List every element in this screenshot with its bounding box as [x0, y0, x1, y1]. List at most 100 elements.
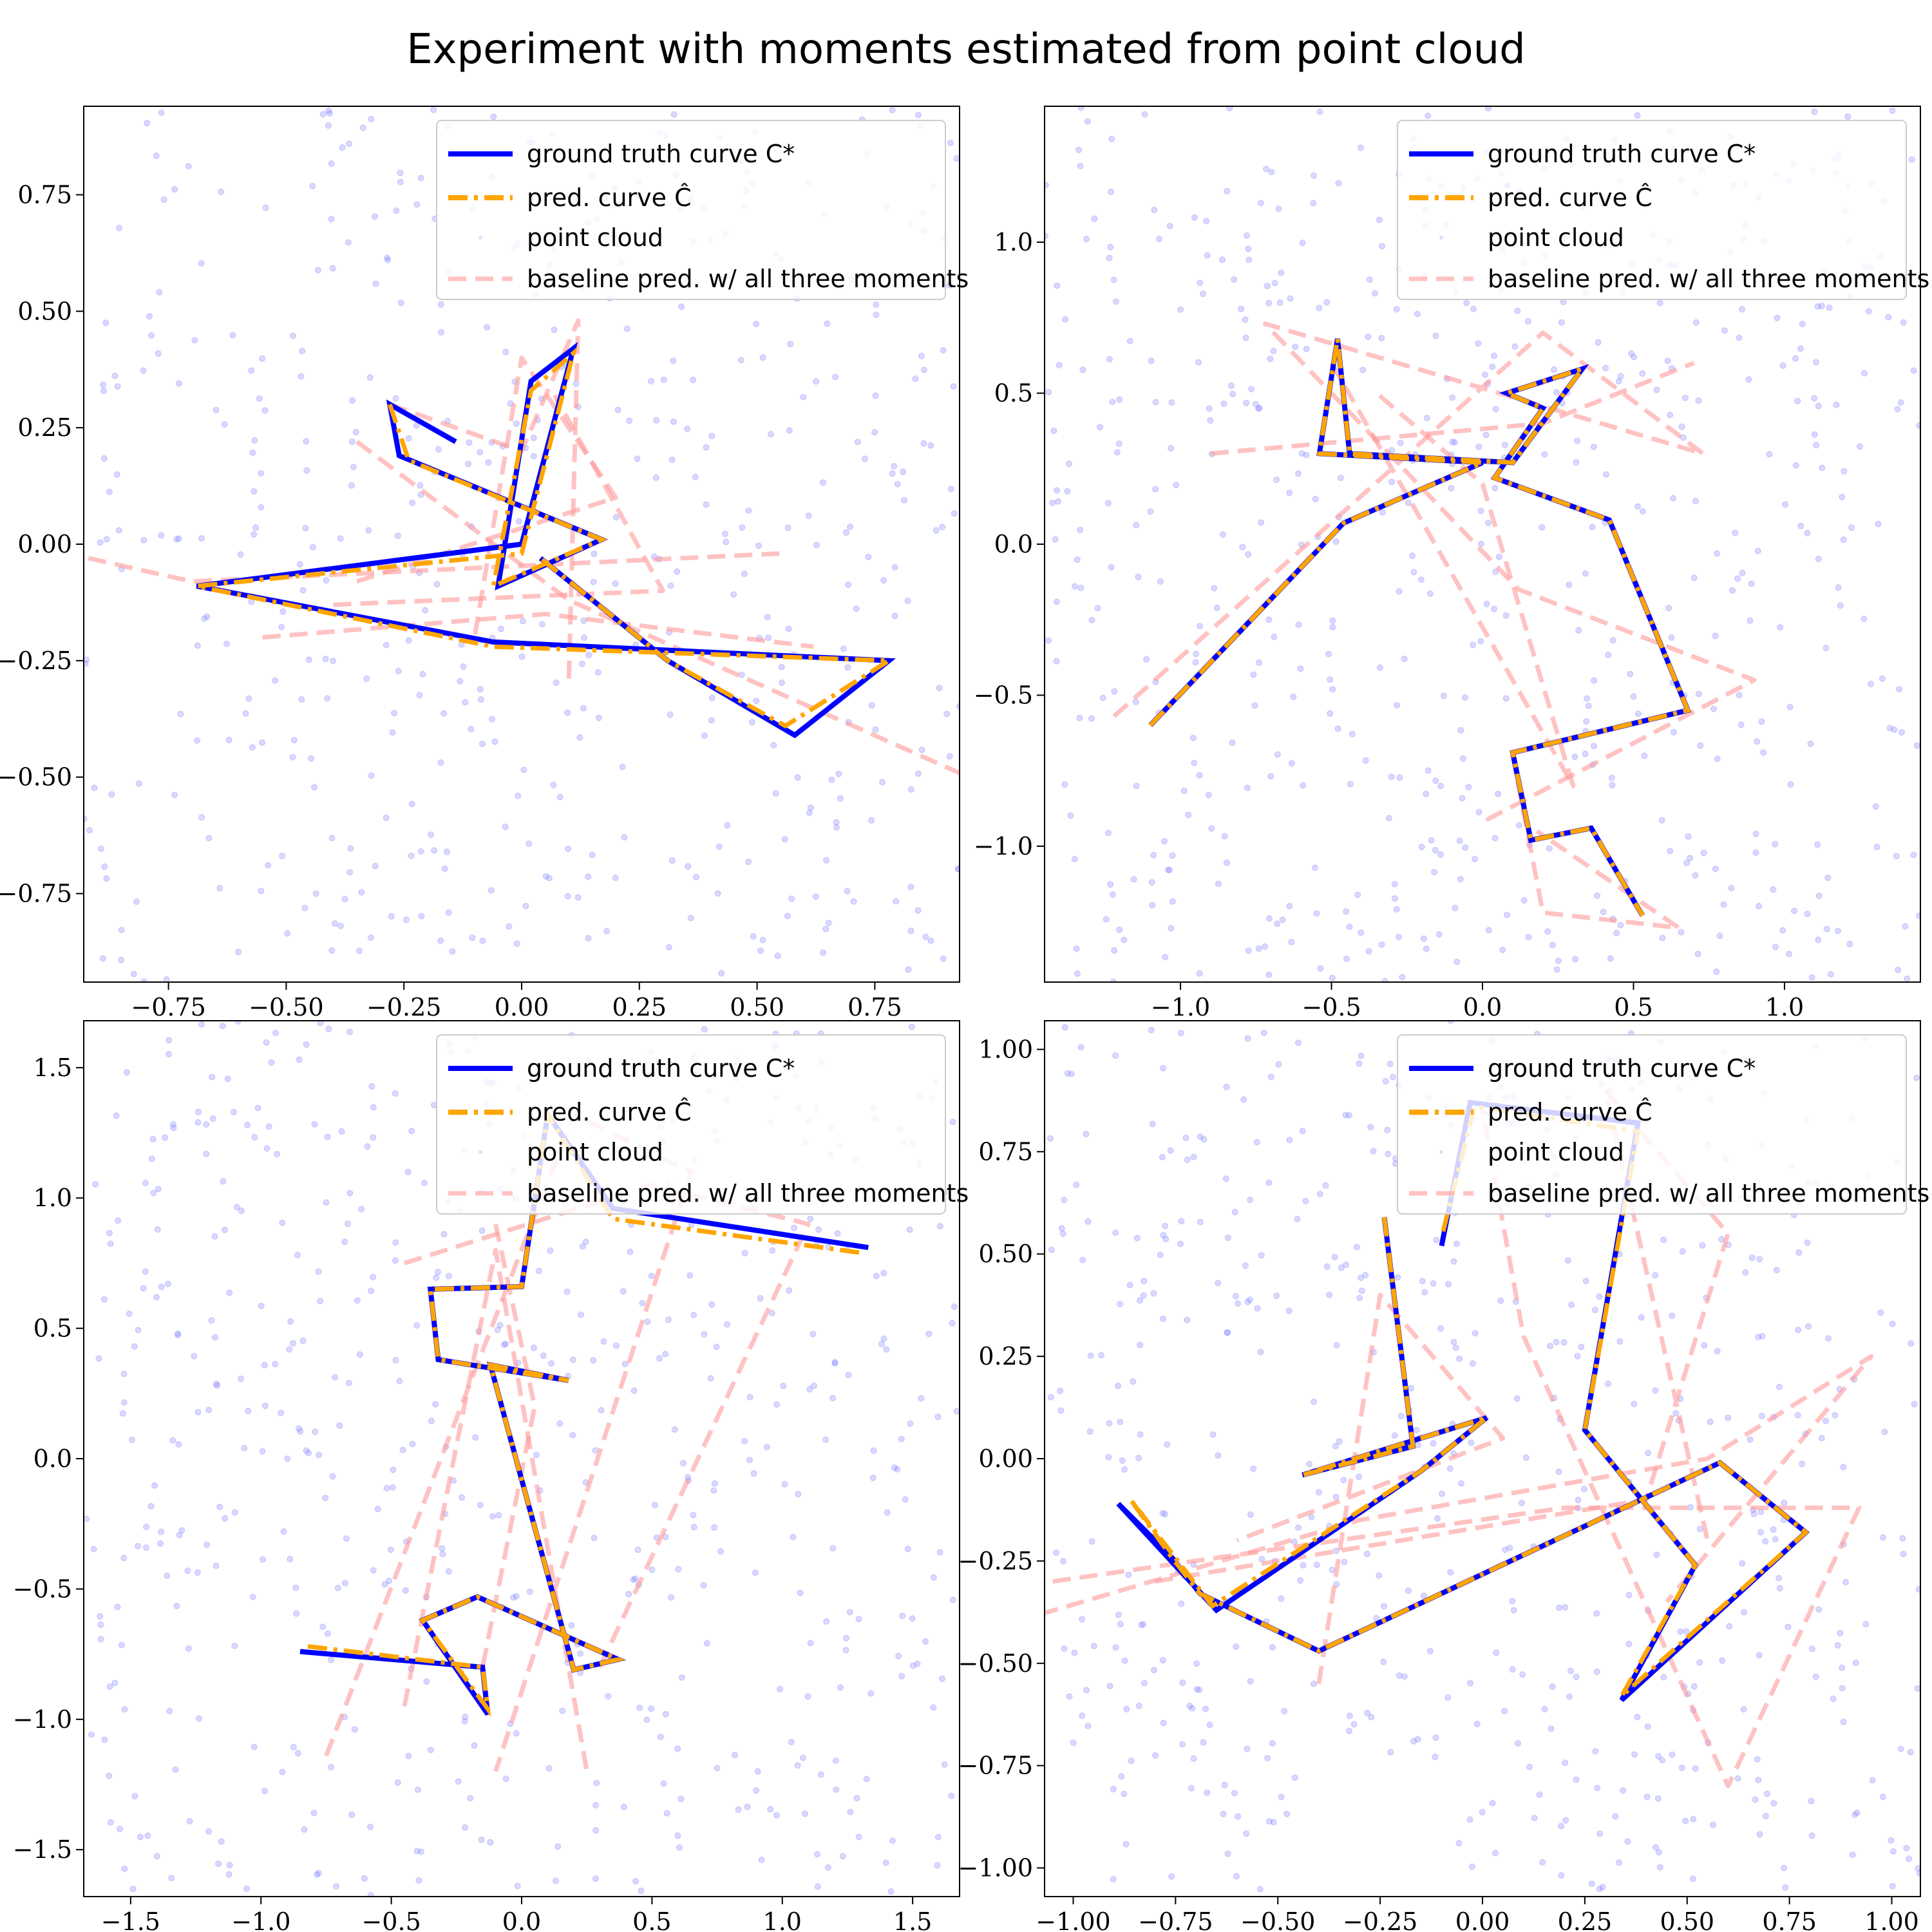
point-cloud-dot: [467, 1795, 474, 1802]
point-cloud-dot: [772, 790, 779, 797]
point-cloud-dot: [1294, 470, 1302, 477]
point-cloud-dot: [423, 1678, 430, 1685]
point-cloud-dot: [1846, 940, 1853, 947]
point-cloud-dot: [1634, 710, 1642, 717]
point-cloud-dot: [431, 847, 438, 854]
point-cloud-dot: [909, 1615, 916, 1622]
point-cloud-dot: [418, 913, 425, 920]
point-cloud-dot: [345, 239, 352, 246]
point-cloud-dot: [1690, 1815, 1697, 1823]
point-cloud-dot: [863, 1776, 870, 1783]
point-cloud-dot: [1710, 705, 1717, 712]
point-cloud-dot: [867, 1690, 875, 1697]
y-tick-label: −1.00: [958, 1854, 1033, 1882]
point-cloud-dot: [1899, 1535, 1906, 1542]
point-cloud-dot: [873, 1273, 880, 1280]
point-cloud-dot: [1388, 478, 1395, 486]
point-cloud-dot: [1334, 725, 1341, 732]
point-cloud-dot: [1151, 1752, 1159, 1759]
y-tick-label: 1.0: [994, 228, 1033, 256]
point-cloud-dot: [158, 109, 165, 117]
point-cloud-dot: [1155, 236, 1162, 243]
point-cloud-dot: [1770, 1800, 1777, 1807]
point-cloud-dot: [356, 1351, 363, 1358]
point-cloud-dot: [238, 1375, 245, 1382]
point-cloud-dot: [813, 542, 820, 549]
point-cloud-dot: [1729, 587, 1736, 594]
point-cloud-dot: [261, 1403, 269, 1410]
point-cloud-dot: [106, 1229, 113, 1236]
point-cloud-dot: [794, 774, 801, 781]
point-cloud-dot: [328, 947, 336, 954]
point-cloud-dot: [1823, 925, 1830, 933]
point-cloud-dot: [1437, 782, 1444, 790]
point-cloud-dot: [1432, 332, 1439, 339]
point-cloud-dot: [822, 925, 829, 933]
point-cloud-dot: [674, 568, 681, 575]
point-cloud-dot: [1387, 1060, 1394, 1067]
point-cloud-dot: [1440, 692, 1447, 699]
point-cloud-dot: [1072, 583, 1079, 590]
point-cloud-dot: [1224, 1234, 1231, 1241]
point-cloud-dot: [724, 822, 731, 829]
point-cloud-dot: [569, 1432, 576, 1439]
point-cloud-dot: [1150, 851, 1157, 858]
legend-label: pred. curve Ĉ: [527, 184, 692, 212]
point-cloud-dot: [1795, 1249, 1803, 1256]
point-cloud-dot: [1308, 1513, 1315, 1520]
point-cloud-dot: [1103, 916, 1110, 923]
point-cloud-dot: [774, 952, 781, 960]
point-cloud-dot: [880, 577, 887, 584]
point-cloud-dot: [723, 1321, 730, 1328]
point-cloud-dot: [1869, 1777, 1876, 1784]
point-cloud-dot: [135, 1327, 142, 1334]
point-cloud-dot: [1834, 927, 1841, 934]
point-cloud-dot: [1358, 1052, 1365, 1059]
point-cloud-dot: [1896, 686, 1903, 693]
point-cloud-dot: [576, 734, 583, 741]
point-cloud-dot: [745, 858, 752, 866]
point-cloud-dot: [367, 1823, 374, 1830]
point-cloud-dot: [1378, 243, 1385, 250]
point-cloud-dot: [1599, 1884, 1606, 1891]
point-cloud-dot: [752, 1569, 759, 1577]
point-cloud-dot: [947, 139, 954, 146]
point-cloud-dot: [811, 1382, 818, 1389]
point-cloud-dot: [1116, 926, 1123, 933]
point-cloud-dot: [361, 1875, 368, 1882]
point-cloud-dot: [490, 113, 497, 120]
point-cloud-dot: [151, 1482, 158, 1489]
point-cloud-dot: [1451, 439, 1458, 446]
point-cloud-dot: [370, 1567, 377, 1574]
point-cloud-dot: [106, 1772, 113, 1779]
point-cloud-dot: [1837, 1629, 1844, 1636]
point-cloud-dot: [1215, 880, 1222, 887]
point-cloud-dot: [703, 444, 710, 451]
point-cloud-dot: [92, 1180, 99, 1188]
point-cloud-dot: [317, 1298, 324, 1305]
point-cloud-dot: [568, 1622, 575, 1629]
point-cloud-dot: [1213, 604, 1220, 611]
point-cloud-dot: [1679, 1248, 1686, 1255]
point-cloud-dot: [1728, 884, 1735, 891]
point-cloud-dot: [392, 1090, 399, 1097]
point-cloud-dot: [1659, 934, 1666, 942]
point-cloud-dot: [389, 1484, 396, 1491]
point-cloud-dot: [388, 913, 395, 920]
predicted-curve: [196, 346, 896, 729]
point-cloud-dot: [1754, 738, 1761, 745]
point-cloud-dot: [1162, 1511, 1169, 1518]
x-tick-label: 0.5: [632, 1908, 671, 1932]
point-cloud-dot: [97, 1613, 104, 1620]
point-cloud-dot: [1573, 1673, 1580, 1680]
point-cloud-dot: [1612, 1813, 1619, 1820]
y-tick-label: 1.00: [978, 1035, 1033, 1063]
point-cloud-dot: [119, 1410, 126, 1417]
point-cloud-dot: [389, 729, 396, 736]
point-cloud-dot: [164, 1572, 171, 1579]
point-cloud-dot: [131, 1793, 138, 1800]
point-cloud-dot: [1832, 1412, 1839, 1419]
point-cloud-dot: [1509, 1598, 1516, 1605]
point-cloud-dot: [850, 898, 857, 905]
point-cloud-dot: [569, 1356, 576, 1363]
